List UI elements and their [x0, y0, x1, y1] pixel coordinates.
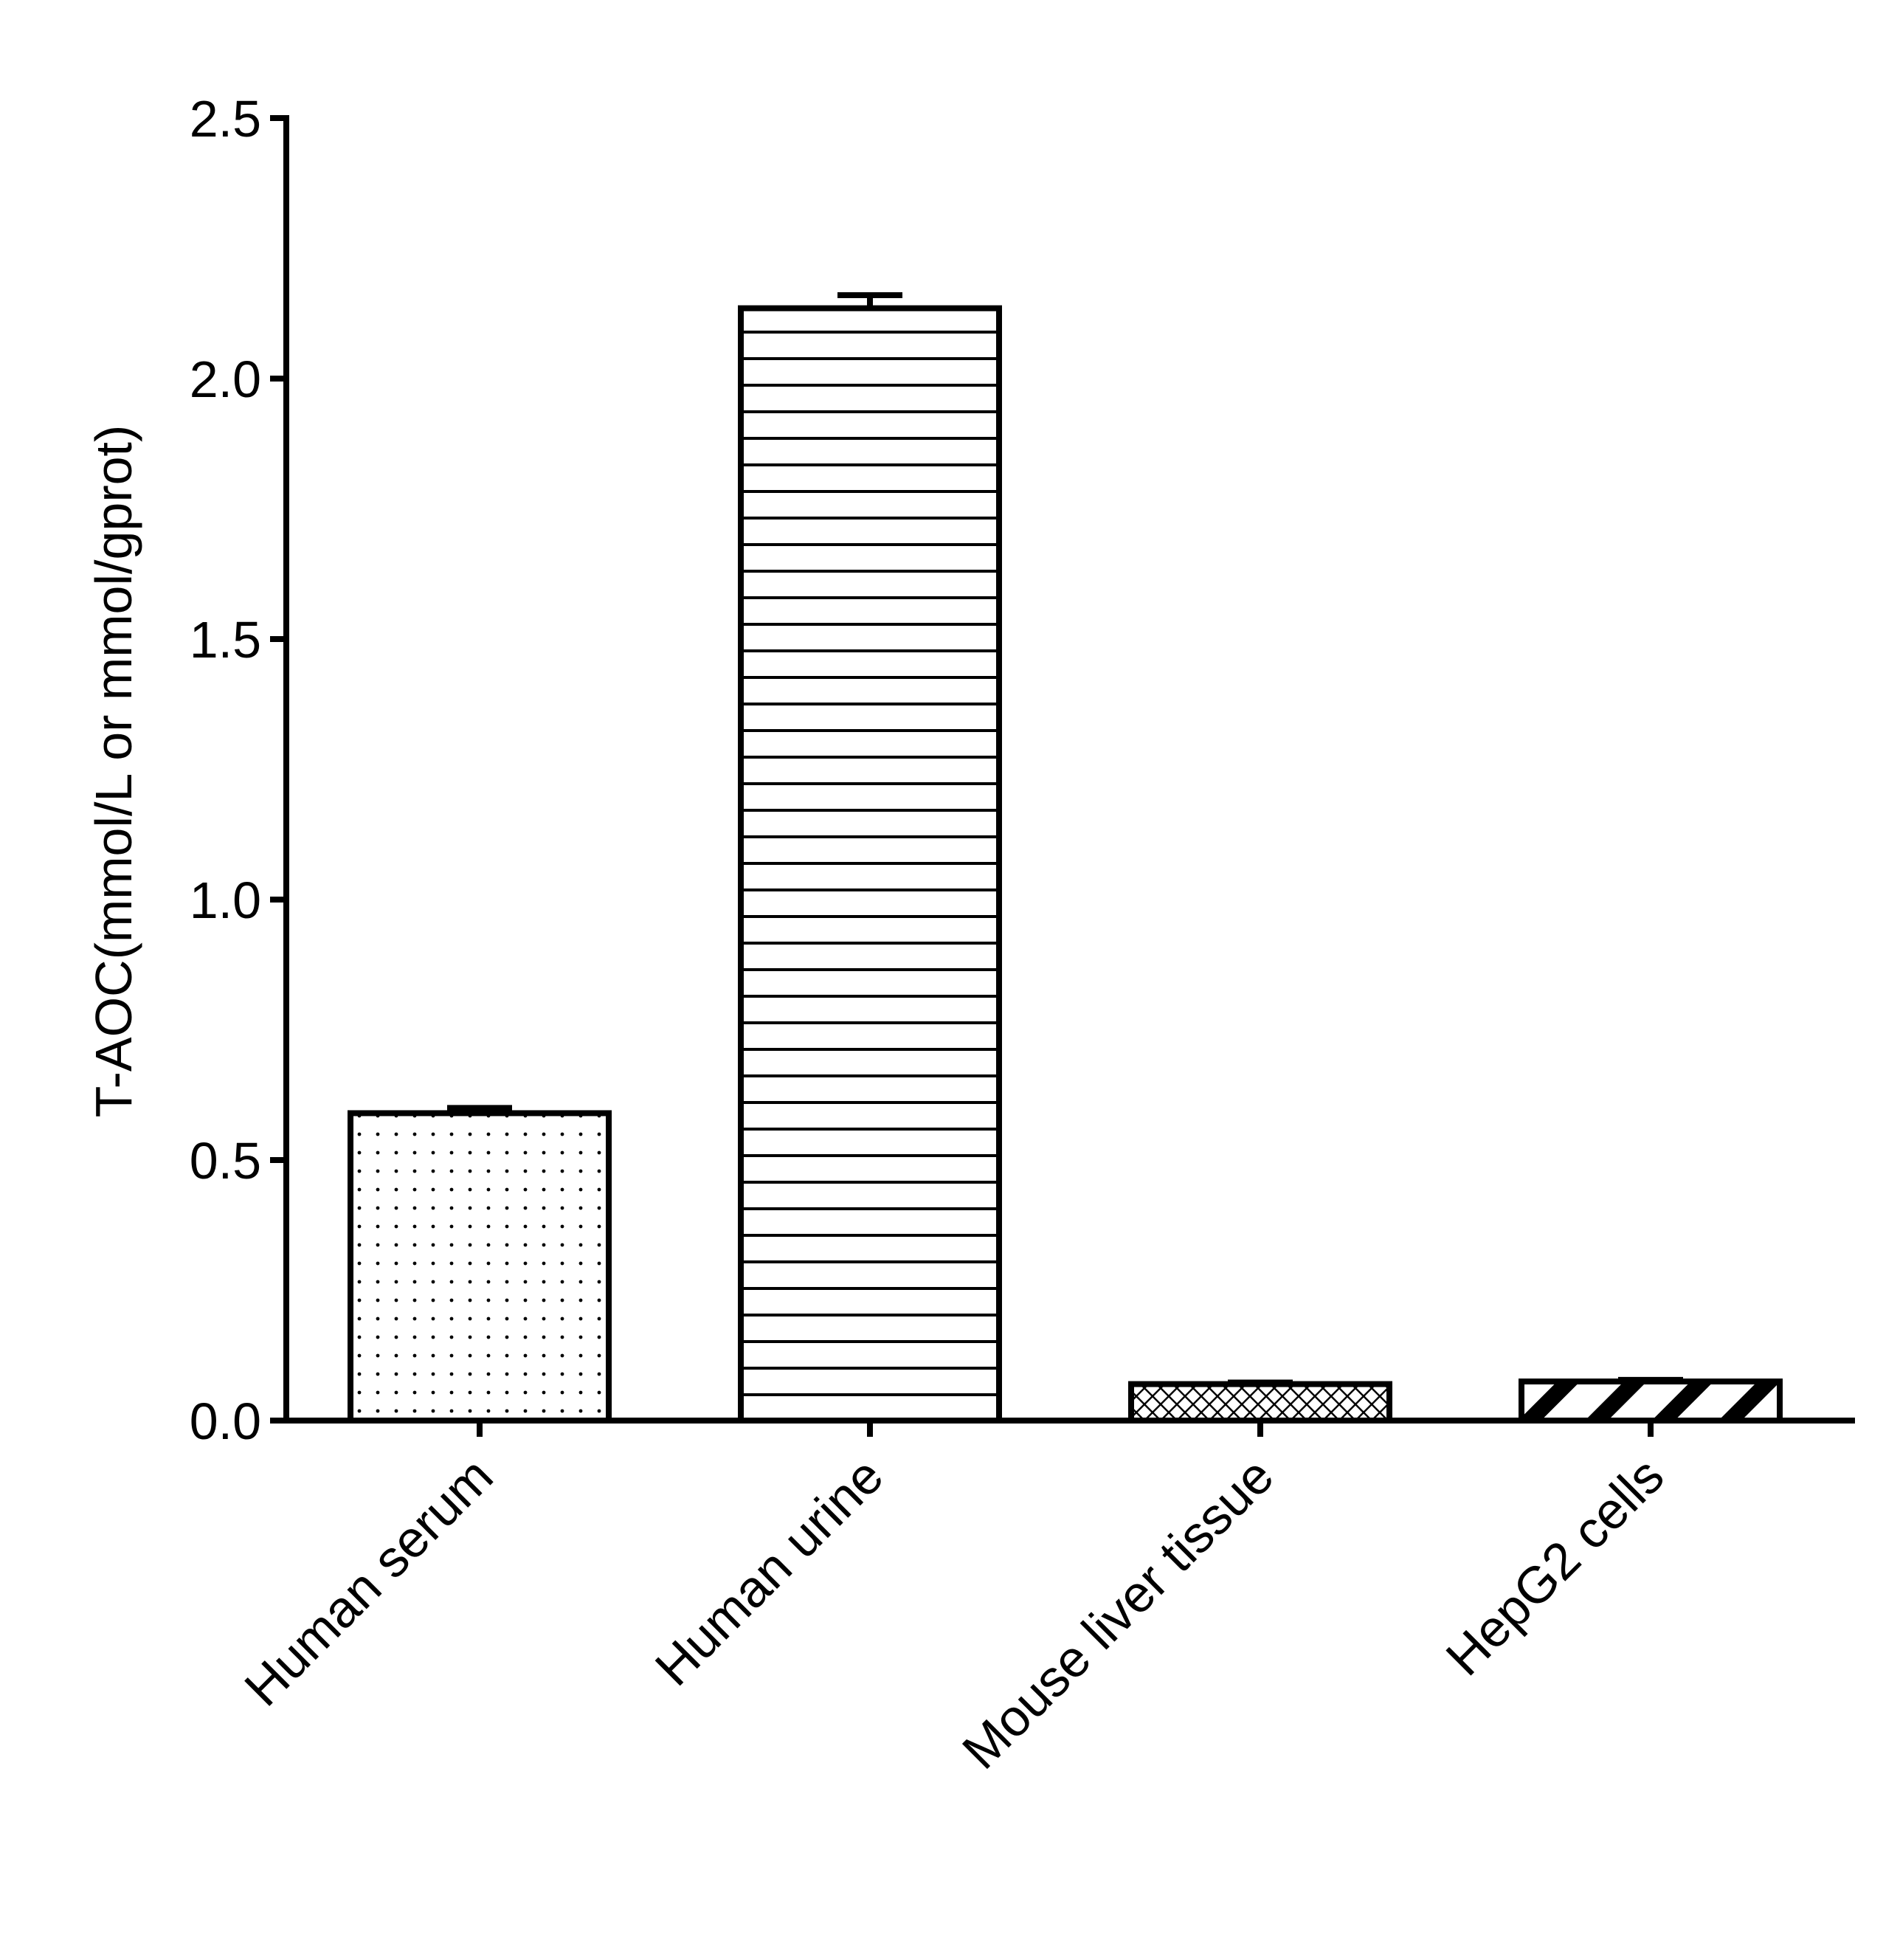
y-tick-label: 0.5: [190, 1132, 261, 1190]
x-tick-label: Human urine: [644, 1446, 894, 1697]
bar-mouse-liver-tissue: [1128, 1381, 1392, 1424]
x-tick-label: Mouse liver tissue: [951, 1446, 1284, 1779]
y-ticks: 0.0 0.5 1.0 1.5 2.0 2.5: [190, 90, 286, 1450]
bar-hepg2-cells: [1519, 1378, 1783, 1424]
error-bars: [447, 292, 1683, 1386]
bar-human-urine: [738, 305, 1002, 1424]
bar-human-serum: [348, 1110, 612, 1424]
y-axis-title: T-AOC(mmol/L or mmol/gprot): [85, 425, 142, 1118]
y-tick-label: 2.0: [190, 351, 261, 408]
x-tick-label: Human serum: [234, 1446, 504, 1716]
x-tick-label: HepG2 cells: [1435, 1446, 1675, 1686]
y-tick-label: 2.5: [190, 90, 261, 148]
y-tick-label: 1.5: [190, 611, 261, 669]
x-ticks: Human serum Human urine Mouse liver tissue…: [234, 1421, 1675, 1780]
y-tick-label: 0.0: [190, 1393, 261, 1450]
bars: [348, 305, 1783, 1424]
y-tick-label: 1.0: [190, 872, 261, 929]
